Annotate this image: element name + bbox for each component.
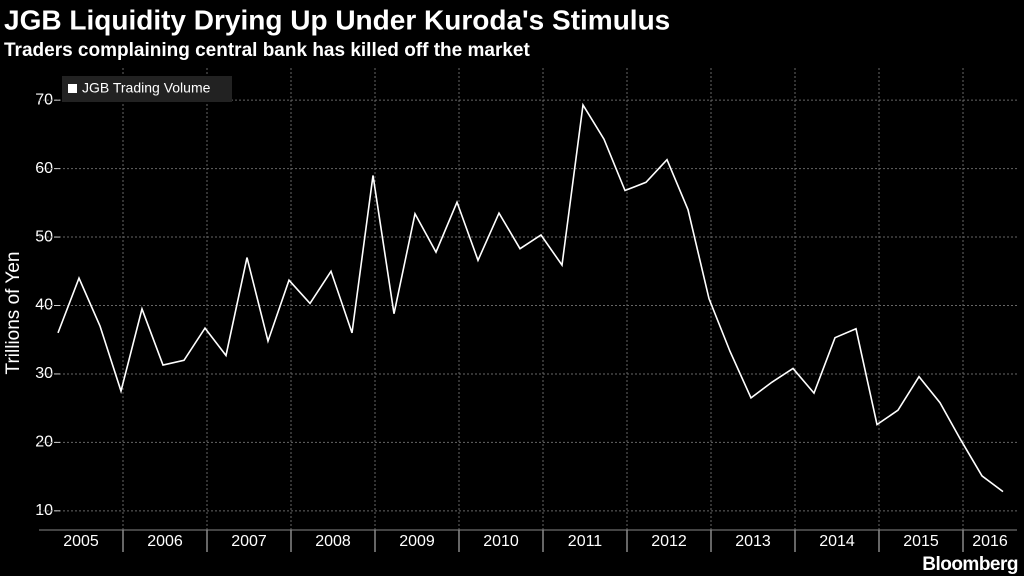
x-tick-label: 2009 — [399, 533, 435, 550]
x-tick-label: 2013 — [735, 533, 771, 550]
x-tick-label: 2016 — [972, 533, 1008, 550]
x-tick-label: 2007 — [231, 533, 267, 550]
x-tick-label: 2006 — [147, 533, 183, 550]
x-tick-label: 2012 — [651, 533, 687, 550]
chart-title: JGB Liquidity Drying Up Under Kuroda's S… — [4, 4, 670, 35]
x-tick-label: 2014 — [819, 533, 855, 550]
legend-box — [62, 76, 232, 102]
x-tick-label: 2015 — [903, 533, 939, 550]
y-axis-label: Trillions of Yen — [3, 252, 24, 375]
chart-subtitle: Traders complaining central bank has kil… — [4, 40, 530, 61]
source: Bloomberg — [922, 554, 1018, 575]
x-tick-label: 2005 — [63, 533, 99, 550]
x-tick-label: 2011 — [568, 533, 603, 550]
data-line — [57, 102, 1004, 493]
legend-label: JGB Trading Volume — [82, 80, 211, 96]
x-tick-label: 2010 — [483, 533, 519, 550]
legend-swatch — [68, 84, 77, 93]
x-tick-label: 2008 — [315, 533, 351, 550]
